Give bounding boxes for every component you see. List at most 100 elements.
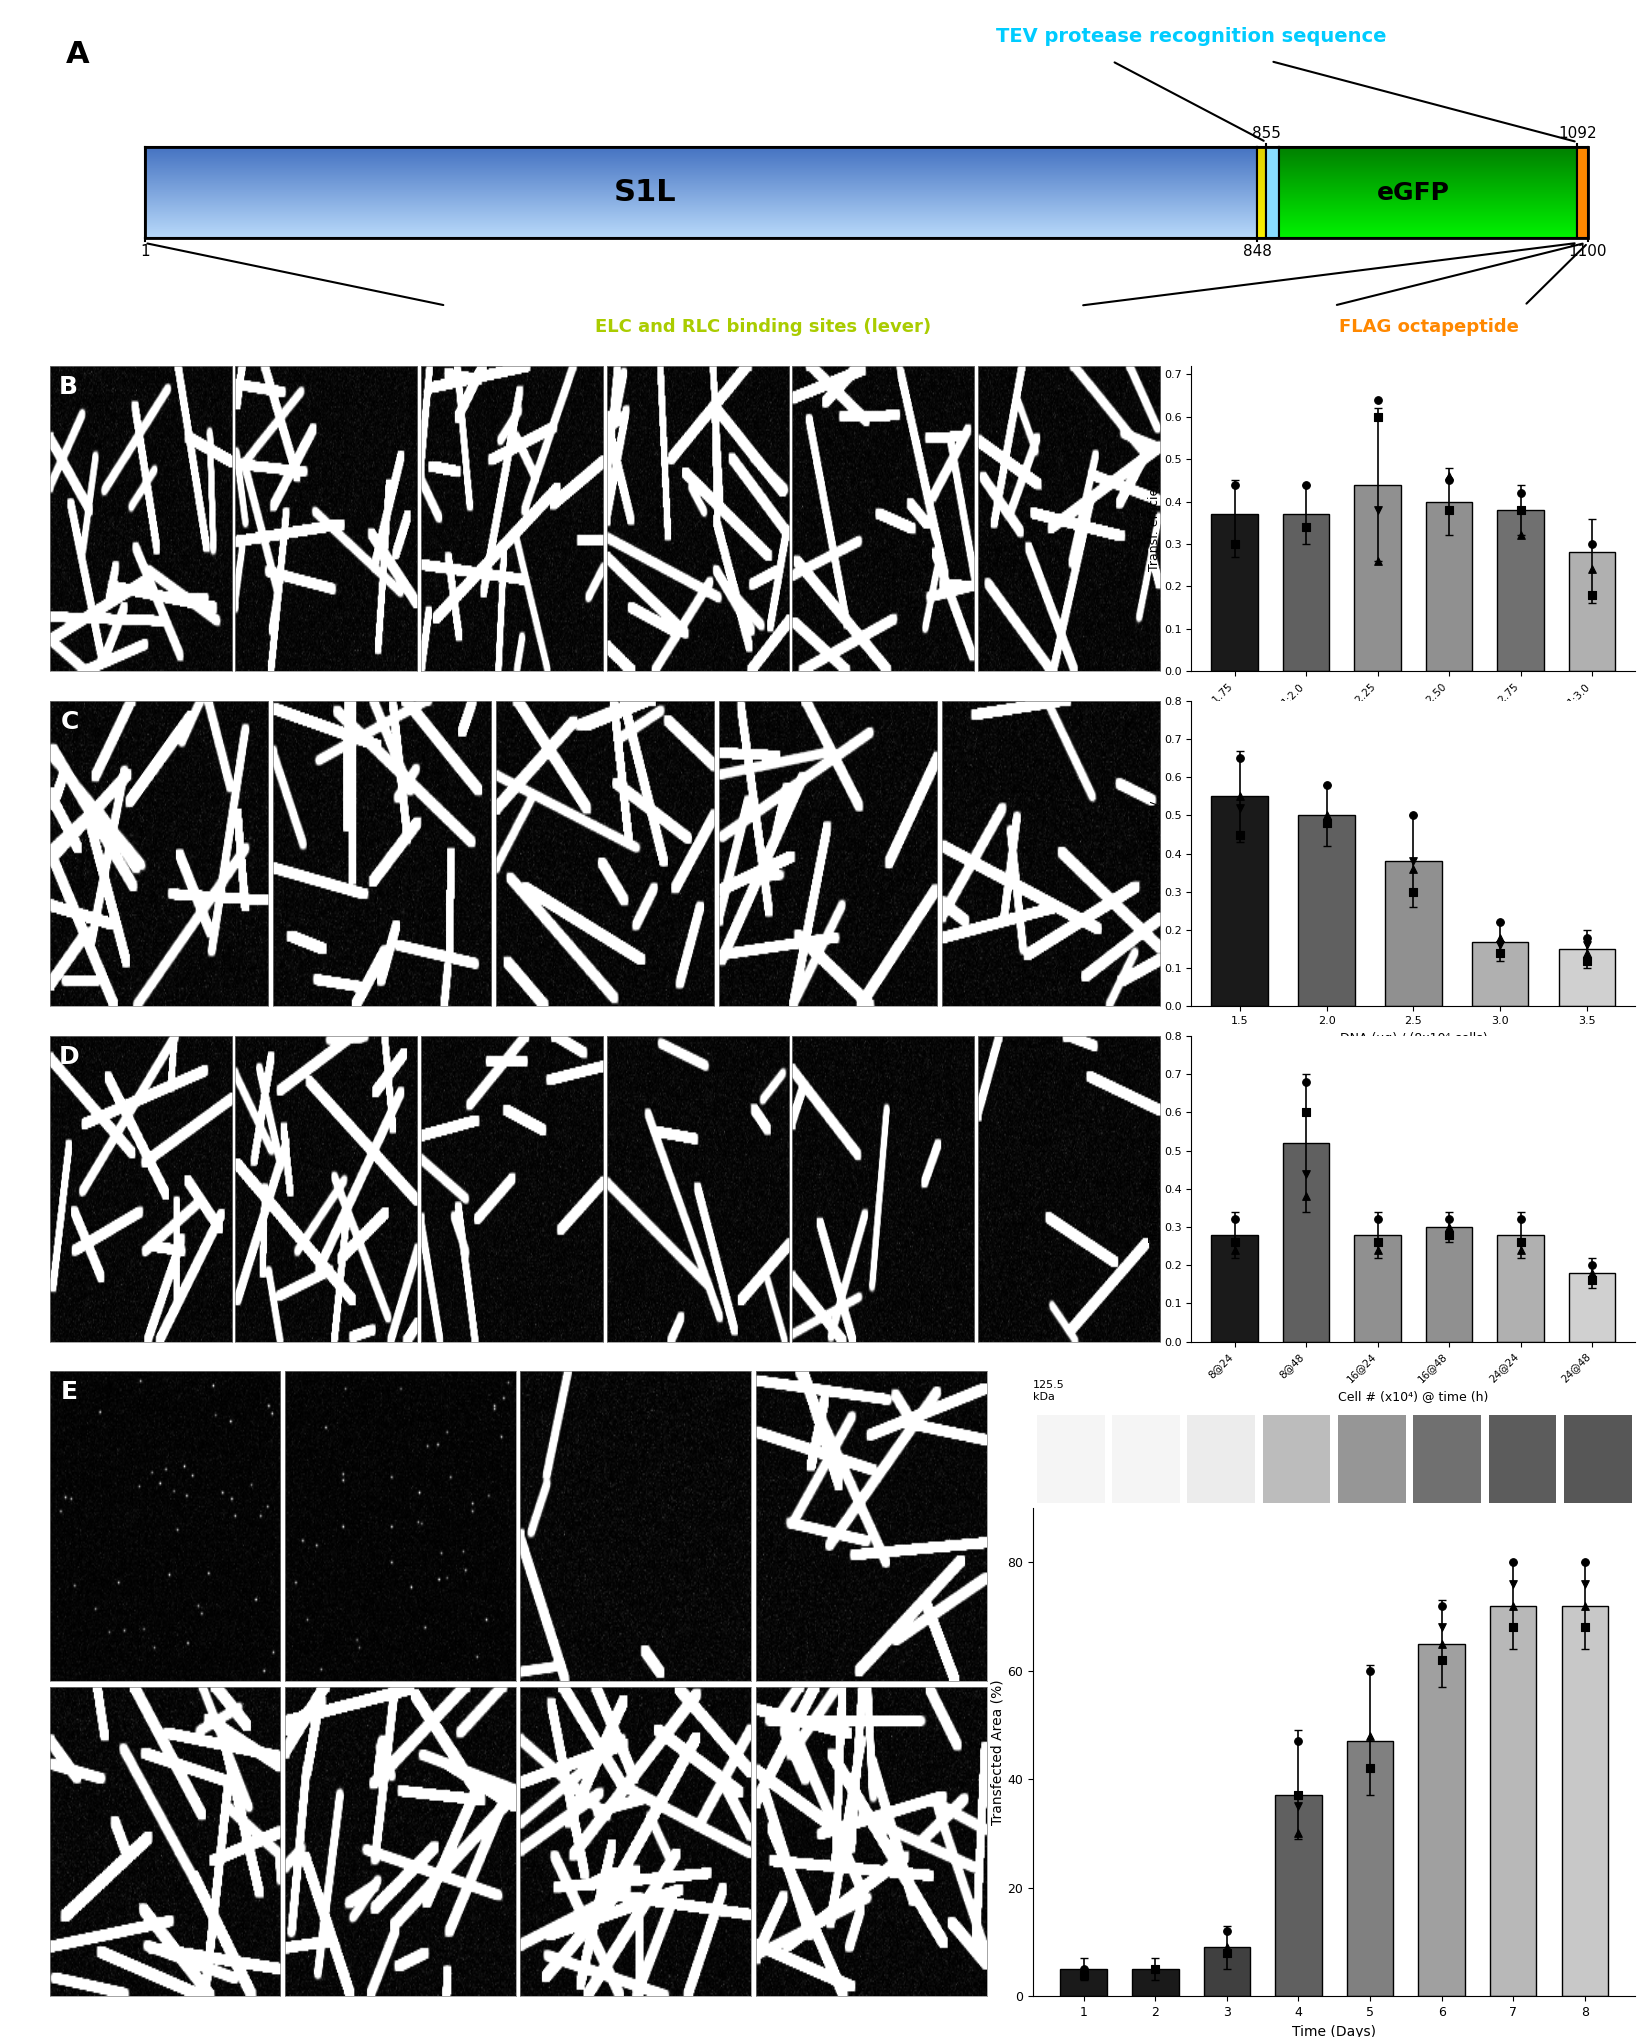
Point [1365, 383, 1391, 416]
Bar [1211, 513, 1257, 672]
Point [1365, 1234, 1391, 1267]
Bar [1132, 1970, 1178, 1996]
Bar [1561, 1605, 1607, 1996]
Point [1356, 1719, 1383, 1752]
Point [1070, 1958, 1097, 1990]
Text: 1092: 1092 [1558, 126, 1597, 141]
Point [1507, 519, 1533, 552]
Bar [1112, 1416, 1180, 1503]
Point [1226, 741, 1252, 774]
Point [1507, 477, 1533, 509]
Point [1429, 1589, 1455, 1621]
X-axis label: DNA:JetPrime (w/w): DNA:JetPrime (w/w) [1353, 717, 1474, 731]
Bar [1426, 1226, 1472, 1342]
Bar [1559, 949, 1616, 1006]
Point [1507, 1226, 1533, 1259]
Bar [1061, 1970, 1107, 1996]
Point [1579, 1265, 1606, 1298]
Text: TEV protease recognition sequence: TEV protease recognition sequence [996, 26, 1386, 47]
Point [1226, 780, 1252, 813]
Point [1285, 1725, 1312, 1758]
Text: 855: 855 [1252, 126, 1280, 141]
Point [1365, 544, 1391, 576]
Bar [1284, 513, 1330, 672]
Point [1214, 1915, 1241, 1947]
Bar [1384, 862, 1442, 1006]
Point [1429, 1611, 1455, 1644]
Point [1294, 511, 1320, 544]
Point [1142, 1953, 1168, 1986]
Point [1221, 1226, 1247, 1259]
Point [1571, 1546, 1597, 1579]
Bar [1490, 1605, 1536, 1996]
Bar [1284, 1143, 1330, 1342]
Text: 1: 1 [140, 244, 150, 259]
Bar [1355, 485, 1401, 672]
Point [1500, 1589, 1526, 1621]
Bar [1211, 796, 1267, 1006]
Text: E: E [61, 1381, 78, 1403]
Point [1574, 937, 1601, 970]
Point [1579, 1257, 1606, 1289]
Point [1507, 493, 1533, 526]
Point [1142, 1953, 1168, 1986]
Point [1365, 1204, 1391, 1236]
Point [1365, 1226, 1391, 1259]
Point [1221, 1234, 1247, 1267]
Point [1436, 1218, 1462, 1251]
Point [1070, 1953, 1097, 1986]
Y-axis label: Transfected Area (%): Transfected Area (%) [991, 1678, 1004, 1825]
Point [1214, 1937, 1241, 1970]
Point [1294, 1096, 1320, 1128]
Bar [1569, 1273, 1616, 1342]
Bar [1037, 1416, 1105, 1503]
Bar [1338, 1416, 1406, 1503]
Text: 1100: 1100 [1569, 244, 1607, 259]
Point [1436, 1204, 1462, 1236]
Bar [145, 147, 1588, 238]
Point [1487, 906, 1513, 939]
Bar [1355, 1234, 1401, 1342]
Point [1429, 1644, 1455, 1676]
Point [1429, 1628, 1455, 1660]
Point [1436, 493, 1462, 526]
Bar [1564, 1416, 1632, 1503]
Point [1574, 921, 1601, 953]
Point [1313, 768, 1340, 801]
Point [1571, 1611, 1597, 1644]
Point [1500, 1568, 1526, 1601]
Point [1356, 1654, 1383, 1687]
Point [1436, 1210, 1462, 1243]
Point [1507, 1234, 1533, 1267]
Bar [1569, 552, 1616, 672]
Point [1436, 460, 1462, 493]
Point [1436, 464, 1462, 497]
Point [1500, 1546, 1526, 1579]
Point [1285, 1817, 1312, 1850]
Point [1401, 845, 1427, 878]
Point [1221, 469, 1247, 501]
Text: D: D [59, 1045, 79, 1069]
Bar [1262, 1416, 1330, 1503]
Point [1401, 876, 1427, 909]
Bar [1211, 1234, 1257, 1342]
Point [1214, 1931, 1241, 1964]
Bar [1488, 1416, 1556, 1503]
Point [1285, 1778, 1312, 1811]
Text: C: C [61, 711, 79, 733]
Text: ELC and RLC binding sites (lever): ELC and RLC binding sites (lever) [595, 318, 932, 336]
Bar [1346, 1742, 1393, 1996]
Point [1574, 945, 1601, 978]
Point [1579, 579, 1606, 611]
X-axis label: Cell # (x10⁴) @ time (h): Cell # (x10⁴) @ time (h) [1338, 1389, 1488, 1403]
Point [1221, 1204, 1247, 1236]
Text: 848: 848 [1242, 244, 1272, 259]
Point [1487, 921, 1513, 953]
Point [1487, 929, 1513, 961]
Point [1313, 799, 1340, 831]
Bar [1414, 1416, 1482, 1503]
Bar [1275, 1795, 1322, 1996]
Point [1294, 469, 1320, 501]
Bar [1204, 1947, 1251, 1996]
Text: FLAG octapeptide: FLAG octapeptide [1340, 318, 1520, 336]
